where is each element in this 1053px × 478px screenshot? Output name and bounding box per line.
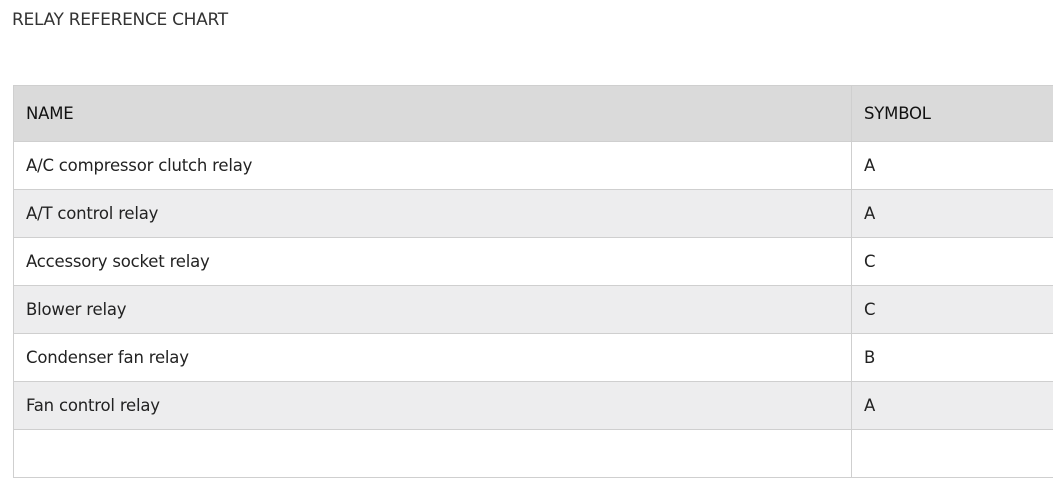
name-cell: Condenser fan relay xyxy=(14,334,852,382)
name-cell: A/T control relay xyxy=(14,190,852,238)
symbol-cell: A xyxy=(852,382,1053,430)
table-header-row: NAME SYMBOL xyxy=(14,86,1053,142)
name-cell xyxy=(14,430,852,478)
name-cell: A/C compressor clutch relay xyxy=(14,142,852,190)
table-row xyxy=(14,430,1053,478)
name-cell: Blower relay xyxy=(14,286,852,334)
page-title: RELAY REFERENCE CHART xyxy=(12,10,228,30)
symbol-cell: C xyxy=(852,286,1053,334)
symbol-cell: A xyxy=(852,142,1053,190)
name-cell: Fan control relay xyxy=(14,382,852,430)
column-header-symbol: SYMBOL xyxy=(852,86,1053,142)
symbol-cell: B xyxy=(852,334,1053,382)
column-header-name: NAME xyxy=(14,86,852,142)
symbol-cell: C xyxy=(852,238,1053,286)
symbol-cell xyxy=(852,430,1053,478)
name-cell: Accessory socket relay xyxy=(14,238,852,286)
symbol-cell: A xyxy=(852,190,1053,238)
